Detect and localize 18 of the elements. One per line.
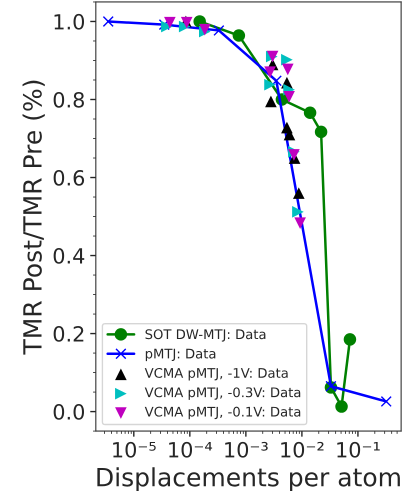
- x-tick-label: 10⁻¹: [337, 442, 380, 458]
- y-axis-title: TMR Post/TMR Pre (%): [22, 80, 45, 355]
- x-tick-label: 10⁻⁴: [169, 442, 212, 458]
- x-tick-label: 10⁻³: [225, 442, 268, 458]
- y-tick-label: 0.4: [54, 248, 84, 264]
- x-axis-title: Displacements per atom: [97, 467, 400, 491]
- y-tick-label: 0.2: [54, 326, 84, 342]
- legend-label: pMTJ: Data: [146, 348, 216, 362]
- y-tick-label: 1.0: [54, 14, 84, 30]
- x-tick-label: 10⁻²: [281, 442, 324, 458]
- y-tick-label: 0.0: [54, 404, 84, 420]
- y-tick-label: 0.8: [54, 92, 84, 108]
- legend-label: SOT DW-MTJ: Data: [146, 329, 266, 342]
- y-tick-label: 0.6: [54, 170, 84, 186]
- legend-label: VCMA pMTJ, -0.3V: Data: [144, 387, 300, 400]
- legend-label: VCMA pMTJ, -0.1V: Data: [144, 406, 300, 420]
- x-tick-label: 10⁻⁵: [113, 442, 156, 458]
- legend-label: VCMA pMTJ, -1V: Data: [144, 368, 288, 380]
